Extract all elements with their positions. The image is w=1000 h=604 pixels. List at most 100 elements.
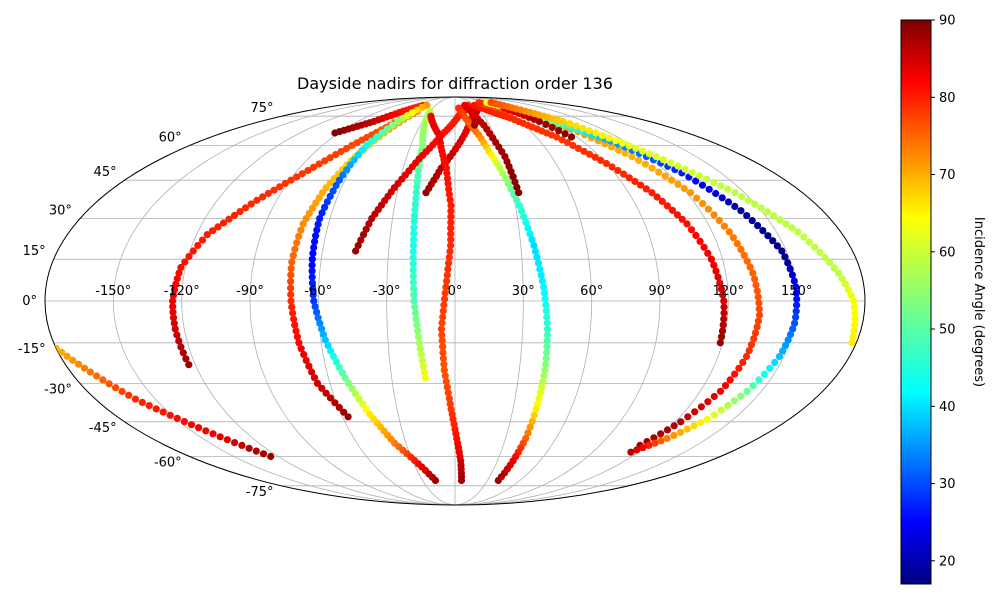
nadir-point — [315, 194, 323, 202]
nadir-point — [443, 383, 451, 391]
nadir-point — [159, 408, 167, 416]
nadir-point — [543, 343, 551, 351]
nadir-point — [703, 415, 712, 423]
longitude-tick-label: -90° — [236, 284, 264, 299]
longitude-tick-label: -60° — [304, 284, 332, 299]
nadir-point — [686, 189, 695, 197]
nadir-point — [308, 267, 316, 275]
nadir-point — [698, 181, 707, 189]
nadir-point — [580, 147, 588, 155]
nadir-point — [341, 374, 349, 382]
nadir-point — [515, 189, 523, 197]
nadir-point — [440, 360, 448, 368]
nadir-point — [287, 297, 295, 305]
nadir-point — [411, 309, 419, 317]
nadir-point — [775, 352, 784, 361]
nadir-point — [172, 280, 180, 288]
nadir-point — [731, 202, 739, 210]
nadir-point — [302, 215, 310, 223]
nadir-point — [515, 201, 524, 210]
nadir-point — [524, 224, 532, 232]
nadir-point — [214, 223, 222, 231]
nadir-point — [534, 259, 543, 267]
nadir-point — [358, 146, 366, 154]
nadir-point — [447, 201, 455, 210]
nadir-point — [412, 189, 420, 197]
nadir-point — [579, 124, 587, 132]
nadir-point — [657, 437, 665, 445]
nadir-point — [693, 194, 701, 202]
nadir-point — [805, 238, 814, 246]
nadir-point — [411, 303, 419, 311]
nadir-point — [409, 248, 417, 256]
nadir-point — [597, 156, 605, 164]
nadir-point — [357, 236, 365, 244]
colorbar-tick-label: 20 — [939, 554, 956, 569]
nadir-point — [764, 232, 772, 240]
nadir-point — [830, 264, 838, 272]
nadir-point — [242, 204, 250, 212]
nadir-point — [848, 339, 856, 347]
nadir-point — [308, 368, 316, 376]
nadir-point — [574, 144, 583, 152]
nadir-point — [678, 215, 686, 223]
nadir-point — [737, 245, 745, 253]
nadir-point — [173, 275, 181, 283]
nadir-point — [359, 400, 367, 408]
nadir-point — [321, 157, 329, 165]
nadir-point — [585, 150, 594, 158]
nadir-point — [726, 376, 734, 384]
nadir-point — [608, 163, 616, 171]
nadir-point — [542, 301, 550, 309]
nadir-point — [293, 333, 301, 341]
nadir-point — [650, 434, 658, 442]
nadir-point — [169, 308, 177, 316]
nadir-point — [276, 183, 284, 191]
nadir-point — [658, 197, 666, 205]
nadir-point — [302, 356, 310, 364]
nadir-point — [778, 247, 786, 255]
nadir-point — [849, 333, 857, 341]
nadir-point — [340, 408, 348, 416]
nadir-point — [445, 259, 453, 267]
nadir-point — [710, 261, 718, 269]
nadir-point — [313, 379, 322, 387]
nadir-point — [769, 237, 777, 245]
nadir-point — [446, 247, 454, 255]
nadir-point — [851, 309, 859, 317]
nadir-point — [308, 273, 316, 281]
colorbar-tick-label: 40 — [939, 400, 956, 415]
nadir-point — [751, 275, 759, 283]
nadir-point — [440, 366, 448, 374]
nadir-point — [683, 220, 691, 228]
nadir-point — [339, 171, 347, 179]
colorbar-tick-label: 30 — [939, 477, 956, 492]
nadir-point — [530, 241, 538, 250]
nadir-point — [445, 185, 453, 193]
nadir-point — [293, 173, 301, 181]
nadir-point — [177, 343, 185, 351]
nadir-point — [444, 265, 452, 273]
nadir-point — [314, 220, 322, 228]
nadir-point — [542, 360, 550, 368]
nadir-point — [670, 431, 678, 439]
nadir-point — [668, 176, 676, 184]
nadir-point — [326, 154, 334, 162]
colorbar-tick-label: 90 — [939, 14, 956, 29]
nadir-point — [692, 177, 700, 185]
nadir-point — [721, 382, 730, 390]
nadir-point — [526, 423, 534, 431]
nadir-point — [93, 372, 101, 380]
nadir-point — [310, 374, 319, 382]
chart-title: Dayside nadirs for diffraction order 136 — [297, 74, 613, 93]
nadir-point — [793, 295, 801, 303]
nadir-point — [742, 352, 751, 361]
nadir-point — [338, 369, 346, 377]
colorbar — [900, 19, 932, 585]
nadir-point — [618, 139, 627, 147]
nadir-point — [645, 150, 653, 158]
nadir-point — [725, 228, 733, 236]
nadir-point — [180, 418, 188, 426]
nadir-point — [332, 181, 340, 190]
nadir-point — [441, 372, 449, 380]
